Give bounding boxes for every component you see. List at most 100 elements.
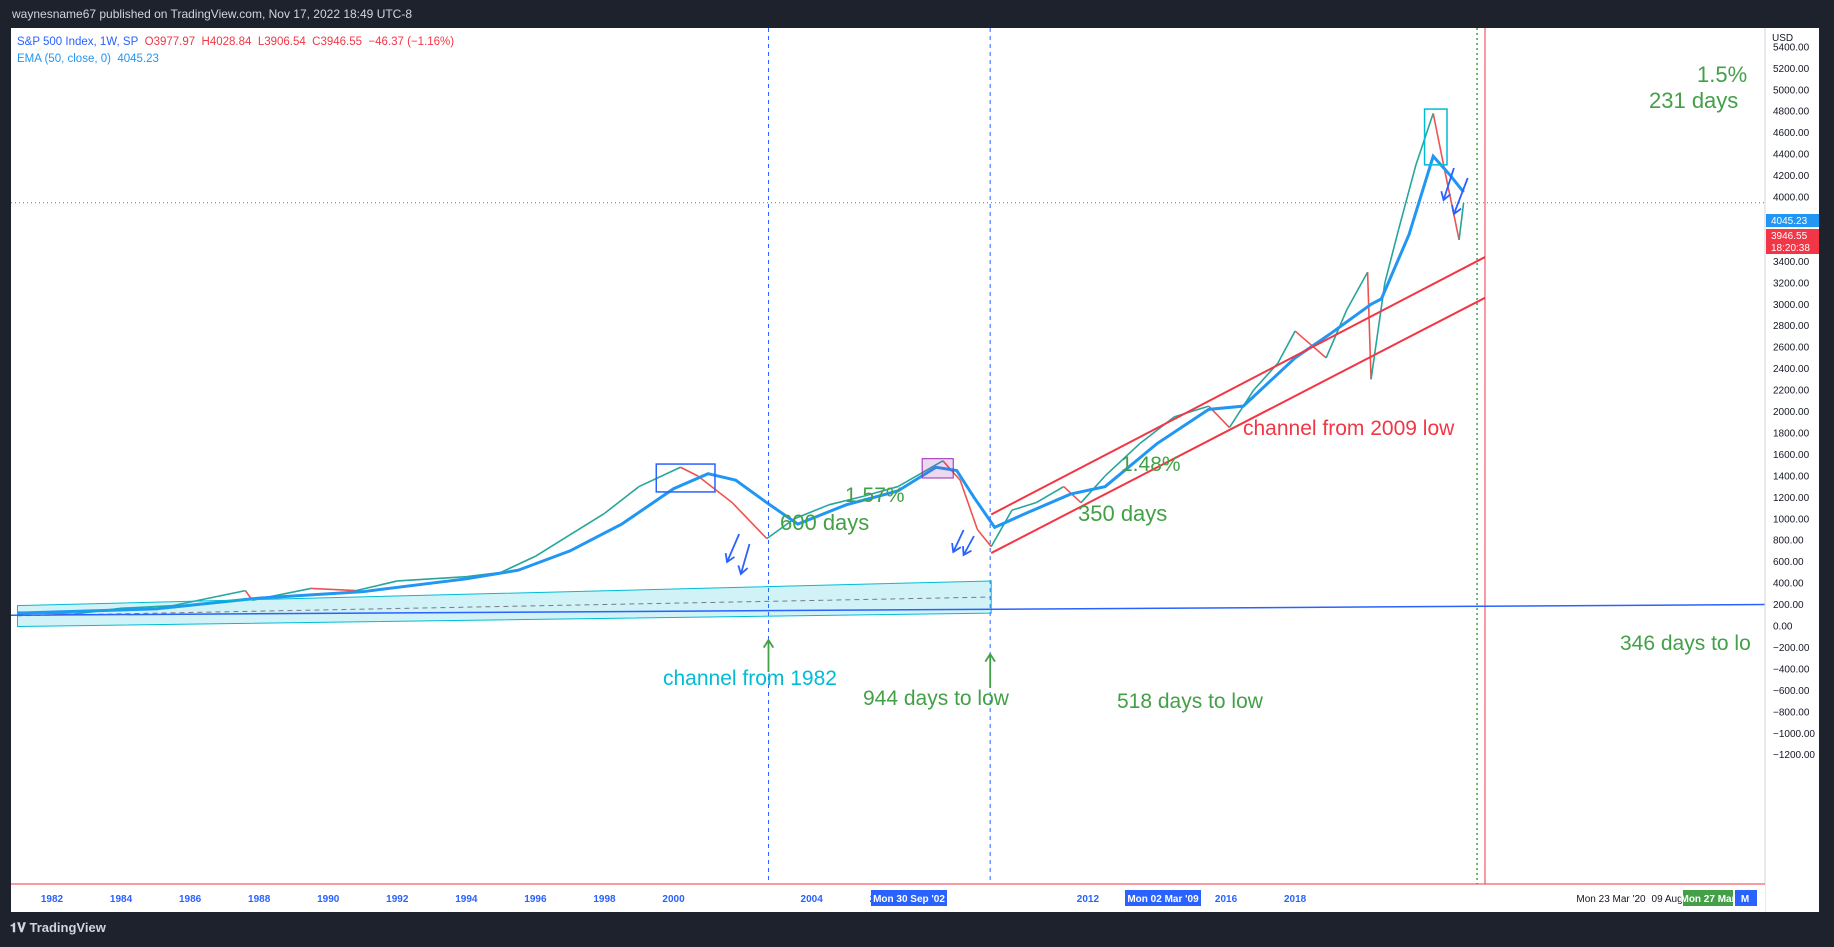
break-arrow-2008a — [952, 529, 965, 553]
channel-1982-midline — [17, 596, 992, 617]
legend-ema-value: 4045.23 — [117, 53, 159, 65]
time-highlight-1-bg — [871, 890, 947, 906]
days-600-label: 600 days — [780, 510, 869, 535]
y-tick-label: −1000.00 — [1773, 729, 1815, 740]
legend-close: C3946.55 — [312, 36, 363, 48]
break-arrow-2001b — [740, 543, 751, 575]
price-segment — [1294, 330, 1327, 359]
break-arrow-2001b-head — [737, 565, 749, 576]
price-segment — [397, 575, 467, 582]
legend-open: O3977.97 — [144, 36, 196, 48]
days-350-label: 350 days — [1078, 501, 1167, 526]
y-tick-label: 3000.00 — [1773, 300, 1810, 311]
break-arrow-2022b-head — [1451, 204, 1462, 216]
ema-tag-bg — [1766, 214, 1819, 227]
y-tick-label: 4200.00 — [1773, 171, 1810, 182]
y-tick-label: 4000.00 — [1773, 193, 1810, 204]
legend-symbol-row[interactable]: S&P 500 Index, 1W, SP O3977.97 H4028.84 … — [17, 34, 454, 51]
price-segment — [310, 587, 356, 592]
annotation-texts: channel from 1982 channel from 2009 low … — [663, 62, 1751, 713]
x-tick-label: 1984 — [110, 894, 133, 905]
channel-2009-lower — [990, 296, 1486, 554]
chart-panel[interactable]: −1200.00 −1000.00 −800.00 −600.00 −400.00 −20… — [11, 28, 1819, 912]
chart-legend[interactable]: S&P 500 Index, 1W, SP O3977.97 H4028.84 … — [17, 34, 454, 68]
x-tick-label: 2004 — [801, 894, 824, 905]
top-box-2022 — [1423, 108, 1448, 166]
time-highlight-4: 09 Aug '21 — [1652, 894, 1699, 905]
time-highlight-3: Mon 23 Mar '20 — [1576, 894, 1646, 905]
y-tick-label: 3400.00 — [1773, 257, 1810, 268]
y-tick-label: 2200.00 — [1773, 386, 1810, 397]
legend-symbol: S&P 500 Index, 1W, SP — [17, 36, 139, 48]
y-tick-label: −800.00 — [1773, 707, 1810, 718]
break-arrow-2008b-head — [962, 545, 972, 557]
price-segment — [731, 502, 768, 540]
price-segment — [1366, 272, 1372, 380]
break-arrow-2022a — [1442, 167, 1455, 201]
footer: 𝟏𝐕 TradingView — [0, 912, 1834, 947]
x-tick-label: 1988 — [248, 894, 271, 905]
legend-ema: EMA (50, close, 0) — [17, 53, 111, 65]
long-trend-line — [11, 603, 1766, 617]
price-segment — [1011, 501, 1037, 511]
legend-high: H4028.84 — [201, 36, 252, 48]
time-axis-labels: Mon 30 Sep '02 Mon 02 Mar '09 Mon 23 Mar… — [871, 890, 1757, 906]
legend-ema-row[interactable]: EMA (50, close, 0) 4045.23 — [17, 51, 454, 68]
y-tick-label: 0.00 — [1773, 622, 1793, 633]
price-segment — [766, 518, 795, 540]
tv-logo-icon: 𝟏𝐕 — [10, 920, 30, 935]
days-944-label: 944 days to low — [863, 687, 1010, 710]
price-axis-tags: USD 4045.23 3946.55 18:20:38 — [1766, 33, 1819, 254]
x-tick-label: 1994 — [455, 894, 478, 905]
y-tick-label: 4800.00 — [1773, 107, 1810, 118]
y-tick-label: 2400.00 — [1773, 364, 1810, 375]
x-tick-label: 1982 — [41, 894, 64, 905]
legend-change: −46.37 (−1.16%) — [368, 36, 455, 48]
y-tick-label: 2800.00 — [1773, 321, 1810, 332]
price-segment — [959, 479, 979, 530]
y-tick-label: −200.00 — [1773, 643, 1810, 654]
price-segment — [1277, 330, 1296, 364]
published-text: waynesname67 published on TradingView.co… — [12, 7, 413, 21]
x-tick-label: 1996 — [524, 894, 547, 905]
x-tick-label: 2016 — [1215, 894, 1238, 905]
x-tick-label: 2012 — [1077, 894, 1100, 905]
pct-157-label: 1.57% — [845, 484, 905, 507]
time-highlight-5: Mon 27 Mar — [1680, 894, 1735, 905]
tradingview-logo[interactable]: 𝟏𝐕 TradingView — [10, 920, 106, 936]
break-arrow-2022a-head — [1440, 191, 1452, 202]
price-segment — [1228, 389, 1255, 429]
y-tick-label: −400.00 — [1773, 664, 1810, 675]
channel-2009-upper — [990, 256, 1486, 516]
price-axis-bg — [1765, 28, 1819, 912]
time-highlight-1: Mon 30 Sep '02 — [873, 894, 945, 905]
price-segment — [897, 460, 944, 488]
channel-1982-label: channel from 1982 — [663, 667, 837, 690]
price-segment — [172, 589, 246, 607]
y-tick-label: 5200.00 — [1773, 64, 1810, 75]
y-tick-label: 200.00 — [1773, 600, 1804, 611]
y-tick-label: 1400.00 — [1773, 471, 1810, 482]
break-arrow-2001a — [726, 533, 740, 563]
time-highlight-6-bg — [1735, 890, 1757, 906]
brand-text: TradingView — [29, 920, 106, 935]
x-tick-label: 1992 — [386, 894, 409, 905]
price-segment — [534, 534, 571, 557]
price-segment — [863, 485, 899, 497]
days-346-label: 346 days to lo — [1620, 632, 1751, 655]
y-tick-label: −600.00 — [1773, 686, 1810, 697]
countdown-tag: 18:20:38 — [1771, 243, 1810, 254]
price-chart[interactable]: −1200.00 −1000.00 −800.00 −600.00 −400.00 −20… — [11, 28, 1819, 912]
price-segment — [1035, 485, 1065, 504]
y-tick-label: 3200.00 — [1773, 278, 1810, 289]
break-arrow-2022b — [1453, 177, 1469, 215]
x-tick-label: 1998 — [593, 894, 616, 905]
x-tick-label: 1986 — [179, 894, 202, 905]
price-segment — [1432, 113, 1445, 165]
y-tick-label: 1600.00 — [1773, 450, 1810, 461]
legend-low: L3906.54 — [257, 36, 306, 48]
price-segment — [976, 528, 992, 548]
y-tick-label: 1200.00 — [1773, 493, 1810, 504]
price-segment — [1346, 271, 1369, 310]
price-tag-bg — [1766, 229, 1819, 254]
